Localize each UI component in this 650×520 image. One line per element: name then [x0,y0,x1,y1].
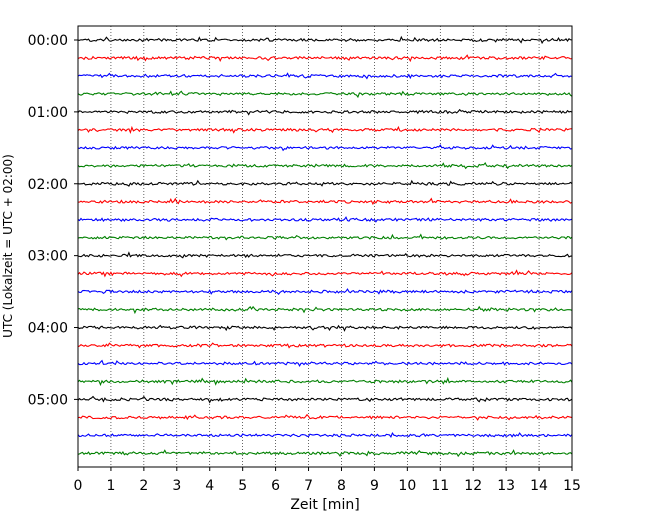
y-tick-label: 02:00 [28,177,68,193]
trace-0500 [77,395,573,404]
y-tick-label: 04:00 [28,321,68,337]
x-tick-label: 5 [238,478,247,494]
y-tick-label: 00:00 [28,33,68,49]
trace-0300 [77,251,573,259]
trace-0545 [77,449,573,458]
trace-0345 [77,305,573,315]
plot-background [78,26,572,467]
trace-0130 [77,144,573,152]
x-tick-label: 2 [139,478,148,494]
trace-0245 [77,233,573,241]
trace-0215 [77,197,573,206]
x-tick-label: 12 [464,478,482,494]
x-tick-label: 4 [205,478,214,494]
y-tick-label: 05:00 [28,392,68,408]
trace-0415 [77,342,573,349]
x-tick-label: 15 [563,478,581,494]
trace-0000 [77,35,573,45]
x-tick-label: 13 [497,478,515,494]
x-tick-label: 11 [431,478,449,494]
x-tick-label: 8 [337,478,346,494]
y-axis-label: UTC (Lokalzeit = UTC + 02:00) [1,154,15,338]
plot-frame [77,25,573,468]
trace-0115 [77,125,573,134]
trace-0200 [77,179,573,187]
x-tick-label: 7 [304,478,313,494]
x-axis: 0 1 2 3 4 5 6 7 8 9 10 11 12 13 14 15 [74,467,581,494]
trace-0515 [77,413,573,421]
trace-0530 [77,431,573,438]
x-tick-label: 1 [106,478,115,494]
trace-0015 [77,54,573,63]
trace-0400 [77,324,573,332]
trace-0145 [77,161,573,170]
trace-0030 [77,72,573,80]
trace-0230 [77,216,573,223]
trace-0445 [77,376,573,387]
x-tick-label: 9 [370,478,379,494]
y-axis: 00:00 01:00 02:00 03:00 04:00 05:00 [28,33,78,408]
trace-0315 [77,269,573,278]
y-tick-label: 03:00 [28,249,68,265]
trace-0100 [77,108,573,116]
trace-0430 [77,359,573,368]
x-tick-label: 0 [74,478,83,494]
y-tick-label: 01:00 [28,105,68,121]
x-tick-label: 14 [530,478,548,494]
x-tick-label: 10 [398,478,416,494]
trace-group [77,35,573,458]
x-tick-label: 3 [172,478,181,494]
x-tick-label: 6 [271,478,280,494]
trace-0045 [77,90,573,99]
x-axis-label: Zeit [min] [290,497,359,513]
trace-0330 [77,288,573,295]
